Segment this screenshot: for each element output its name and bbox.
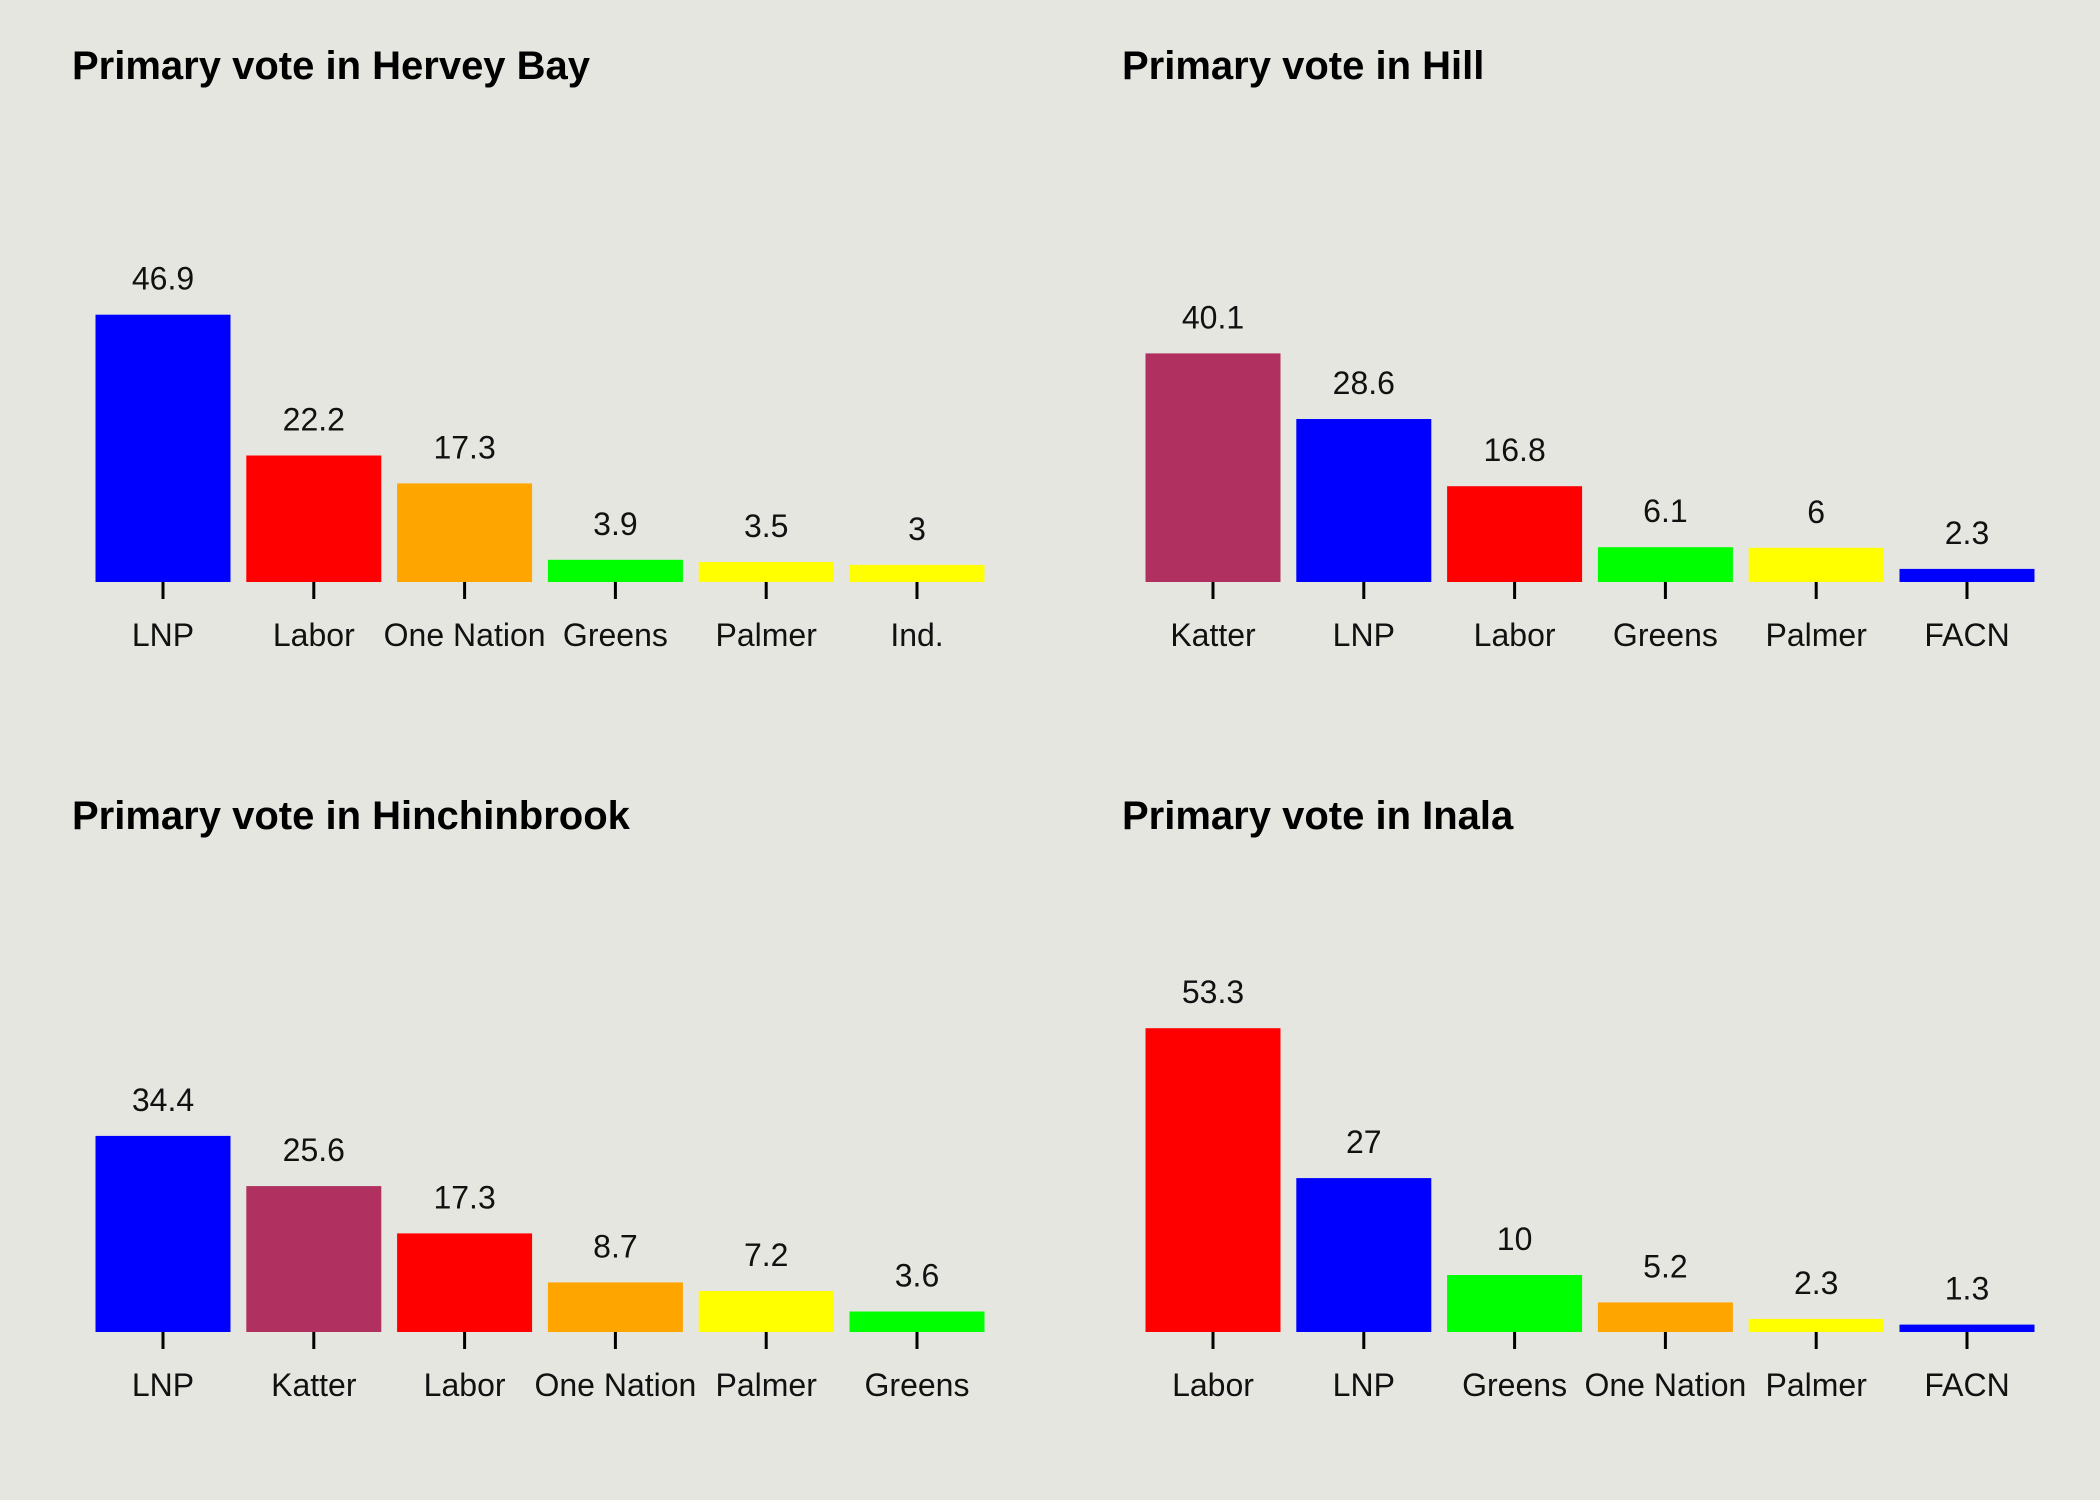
x-tick-label: One Nation bbox=[384, 617, 546, 653]
value-label: 27 bbox=[1346, 1124, 1382, 1160]
value-label: 53.3 bbox=[1182, 974, 1244, 1010]
chart-title: Primary vote in Hervey Bay bbox=[72, 44, 591, 88]
value-label: 17.3 bbox=[433, 429, 495, 465]
value-label: 25.6 bbox=[283, 1132, 345, 1168]
bar-lnp bbox=[95, 314, 231, 582]
bar-greens bbox=[1597, 547, 1733, 582]
value-label: 6 bbox=[1807, 494, 1825, 530]
x-tick-label: LNP bbox=[132, 617, 194, 653]
value-label: 3.5 bbox=[744, 508, 788, 544]
value-label: 7.2 bbox=[744, 1237, 788, 1273]
x-tick-label: Ind. bbox=[890, 617, 943, 653]
x-tick-label: Katter bbox=[271, 1367, 357, 1403]
bar-greens bbox=[547, 559, 683, 582]
x-tick-label: FACN bbox=[1924, 617, 2009, 653]
value-label: 1.3 bbox=[1945, 1271, 1989, 1307]
chart-title: Primary vote in Hill bbox=[1122, 44, 1484, 88]
bar-lnp bbox=[95, 1135, 231, 1332]
bar-palmer bbox=[1748, 1318, 1884, 1332]
x-tick-label: Katter bbox=[1170, 617, 1256, 653]
bar-facn bbox=[1899, 1324, 2035, 1332]
panel-hinchinbrook: Primary vote in Hinchinbrook 34.4 LNP 25.6… bbox=[72, 794, 985, 1403]
value-label: 34.4 bbox=[132, 1082, 194, 1118]
bar-palmer bbox=[698, 562, 834, 582]
value-label: 17.3 bbox=[433, 1179, 495, 1215]
bar-palmer bbox=[698, 1291, 834, 1332]
x-tick-label: LNP bbox=[1333, 617, 1395, 653]
value-label: 28.6 bbox=[1333, 365, 1395, 401]
value-label: 2.3 bbox=[1945, 515, 1989, 551]
bar-one-nation bbox=[397, 483, 533, 582]
bar-labor bbox=[397, 1233, 533, 1332]
x-tick-label: Labor bbox=[1172, 1367, 1254, 1403]
bar-greens bbox=[1447, 1275, 1583, 1332]
bar-one-nation bbox=[547, 1282, 683, 1332]
value-label: 22.2 bbox=[283, 402, 345, 438]
bar-labor bbox=[1145, 1028, 1281, 1332]
x-tick-label: Labor bbox=[1474, 617, 1556, 653]
value-label: 3.9 bbox=[593, 506, 637, 542]
panel-inala: Primary vote in Inala 53.3 Labor 27 LNP 10 Gr… bbox=[1122, 794, 2035, 1403]
bar-lnp bbox=[1296, 419, 1432, 582]
bar-facn bbox=[1899, 568, 2035, 582]
value-label: 40.1 bbox=[1182, 299, 1244, 335]
bar-lnp bbox=[1296, 1178, 1432, 1332]
x-tick-label: LNP bbox=[132, 1367, 194, 1403]
bar-greens bbox=[849, 1311, 985, 1332]
value-label: 3 bbox=[908, 511, 926, 547]
x-tick-label: Palmer bbox=[1766, 617, 1868, 653]
x-tick-label: LNP bbox=[1333, 1367, 1395, 1403]
x-tick-label: Palmer bbox=[716, 1367, 818, 1403]
x-tick-label: Palmer bbox=[716, 617, 818, 653]
value-label: 3.6 bbox=[895, 1258, 939, 1294]
x-tick-label: Labor bbox=[273, 617, 355, 653]
bar-labor bbox=[246, 455, 382, 582]
x-tick-label: Greens bbox=[1462, 1367, 1567, 1403]
chart-title: Primary vote in Inala bbox=[1122, 794, 1514, 838]
bar-one-nation bbox=[1597, 1302, 1733, 1332]
bar-labor bbox=[1447, 486, 1583, 582]
panel-hervey-bay: Primary vote in Hervey Bay 46.9 LNP 22.2 La… bbox=[72, 44, 985, 653]
x-tick-label: FACN bbox=[1924, 1367, 2009, 1403]
value-label: 10 bbox=[1497, 1221, 1533, 1257]
value-label: 6.1 bbox=[1643, 493, 1687, 529]
bar-katter bbox=[1145, 353, 1281, 582]
x-tick-label: One Nation bbox=[1584, 1367, 1746, 1403]
x-tick-label: Greens bbox=[563, 617, 668, 653]
value-label: 46.9 bbox=[132, 261, 194, 297]
x-tick-label: One Nation bbox=[534, 1367, 696, 1403]
value-label: 16.8 bbox=[1483, 432, 1545, 468]
chart-title: Primary vote in Hinchinbrook bbox=[72, 794, 631, 838]
bar-katter bbox=[246, 1186, 382, 1332]
value-label: 8.7 bbox=[593, 1228, 637, 1264]
bar-palmer bbox=[1748, 547, 1884, 582]
value-label: 2.3 bbox=[1794, 1265, 1838, 1301]
x-tick-label: Greens bbox=[865, 1367, 970, 1403]
panel-hill: Primary vote in Hill 40.1 Katter 28.6 LNP 16… bbox=[1122, 44, 2035, 653]
bar-ind bbox=[849, 564, 985, 582]
x-tick-label: Labor bbox=[424, 1367, 506, 1403]
x-tick-label: Palmer bbox=[1766, 1367, 1868, 1403]
x-tick-label: Greens bbox=[1613, 617, 1718, 653]
value-label: 5.2 bbox=[1643, 1248, 1687, 1284]
